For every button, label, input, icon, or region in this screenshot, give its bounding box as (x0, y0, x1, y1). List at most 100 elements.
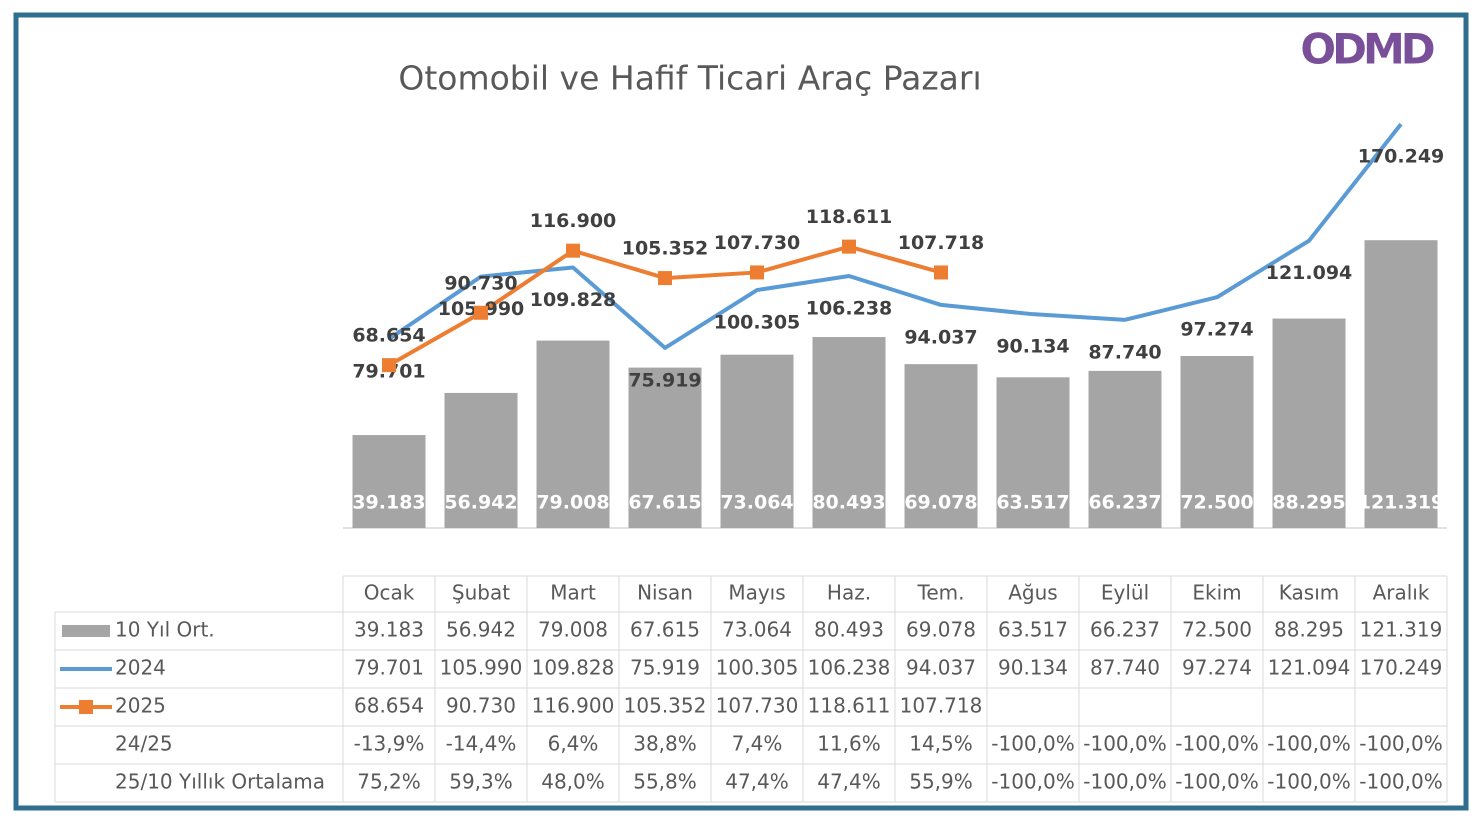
table-cell: 109.828 (532, 656, 615, 680)
table-cell: 55,9% (909, 770, 973, 794)
table-cell: -100,0% (1083, 770, 1166, 794)
table-cell: 80.493 (814, 618, 884, 642)
marker (658, 271, 672, 286)
line (387, 122, 1403, 350)
table-cell: 39.183 (354, 618, 424, 642)
data-label: 107.718 (898, 232, 985, 254)
bar-label: 63.517 (996, 492, 1069, 514)
bar-label: 69.078 (904, 492, 977, 514)
table-cell: 79.008 (538, 618, 608, 642)
table-cell: 48,0% (541, 770, 605, 794)
table-cell: 121.319 (1360, 618, 1443, 642)
bar-label: 121.319 (1358, 492, 1445, 514)
table-cell: 47,4% (725, 770, 789, 794)
table-cell: 121.094 (1268, 656, 1351, 680)
bar (352, 435, 426, 528)
table-cell: -100,0% (1267, 770, 1350, 794)
x-tick-label: Tem. (917, 581, 965, 605)
x-tick-label: Ağus (1008, 581, 1057, 605)
table-cell: 75,2% (357, 770, 421, 794)
logo: ODMD (1300, 25, 1433, 74)
data-label: 106.238 (806, 297, 893, 319)
data-label: 75.919 (628, 369, 701, 391)
legend-label: 2024 (115, 656, 166, 680)
table-cell: 94.037 (906, 656, 976, 680)
table-cell: 116.900 (532, 694, 615, 718)
bar (1364, 240, 1438, 528)
table-cell: 72.500 (1182, 618, 1252, 642)
data-label: 68.654 (352, 325, 425, 347)
table-cell: -100,0% (1267, 732, 1350, 756)
table-cell: -100,0% (1359, 770, 1442, 794)
legend-key (62, 625, 110, 637)
bar-label: 56.942 (444, 492, 517, 514)
table-cell: 69.078 (906, 618, 976, 642)
table-cell: 90.134 (998, 656, 1068, 680)
table-cell: 6,4% (548, 732, 599, 756)
x-tick-label: Haz. (827, 581, 871, 605)
bar (1088, 370, 1162, 528)
x-tick-label: Mart (550, 581, 596, 605)
bar-label: 66.237 (1088, 492, 1161, 514)
table-cell: 118.611 (808, 694, 891, 718)
bar-label: 67.615 (628, 492, 701, 514)
table-cell: 56.942 (446, 618, 516, 642)
table-cell: 75.919 (630, 656, 700, 680)
data-label: 87.740 (1088, 341, 1161, 363)
data-label: 170.249 (1358, 146, 1445, 168)
table-cell: -13,9% (354, 732, 425, 756)
table-cell: 66.237 (1090, 618, 1160, 642)
table-cell: -100,0% (1083, 732, 1166, 756)
table-cell: 105.990 (440, 656, 523, 680)
bar (628, 367, 702, 528)
marker (566, 243, 580, 258)
data-label: 94.037 (904, 326, 977, 348)
x-tick-label: Şubat (452, 581, 510, 605)
table-cell: 97.274 (1182, 656, 1252, 680)
table-cell: 63.517 (998, 618, 1068, 642)
data-label: 100.305 (714, 312, 801, 334)
table-cell: 73.064 (722, 618, 792, 642)
bar (996, 377, 1070, 528)
data-label: 90.730 (444, 272, 517, 294)
table-cell: 14,5% (909, 732, 973, 756)
marker (842, 239, 856, 254)
row-label: 24/25 (115, 732, 173, 756)
table-cell: 68.654 (354, 694, 424, 718)
data-label: 116.900 (530, 210, 617, 232)
table-cell: 55,8% (633, 770, 697, 794)
table-cell: 107.730 (716, 694, 799, 718)
table-cell: 105.352 (624, 694, 707, 718)
bar (536, 340, 610, 528)
table-cell: 59,3% (449, 770, 513, 794)
bar-label: 73.064 (720, 492, 793, 514)
x-tick-label: Ocak (364, 581, 415, 605)
data-label: 118.611 (806, 206, 893, 228)
chart-title: Otomobil ve Hafif Ticari Araç Pazarı (398, 59, 981, 98)
table-cell: 90.730 (446, 694, 516, 718)
bar (1272, 318, 1346, 528)
table-cell: -14,4% (446, 732, 517, 756)
marker (474, 305, 488, 320)
bar-label: 72.500 (1180, 492, 1253, 514)
table-cell: 11,6% (817, 732, 881, 756)
bar-label: 80.493 (812, 492, 885, 514)
table-cell: 67.615 (630, 618, 700, 642)
x-tick-label: Aralık (1373, 581, 1430, 605)
data-label: 97.274 (1180, 319, 1253, 341)
table-cell: 47,4% (817, 770, 881, 794)
table-cell: 87.740 (1090, 656, 1160, 680)
legend-label: 10 Yıl Ort. (115, 618, 215, 642)
marker (750, 265, 764, 280)
table-cell: 100.305 (716, 656, 799, 680)
legend-label: 2025 (115, 694, 166, 718)
bar-label: 88.295 (1272, 492, 1345, 514)
bar-label: 79.008 (536, 492, 609, 514)
data-label: 105.352 (622, 238, 709, 260)
table-cell: 7,4% (732, 732, 783, 756)
x-tick-label: Ekim (1192, 581, 1241, 605)
bar (904, 364, 978, 528)
table-cell: -100,0% (991, 732, 1074, 756)
